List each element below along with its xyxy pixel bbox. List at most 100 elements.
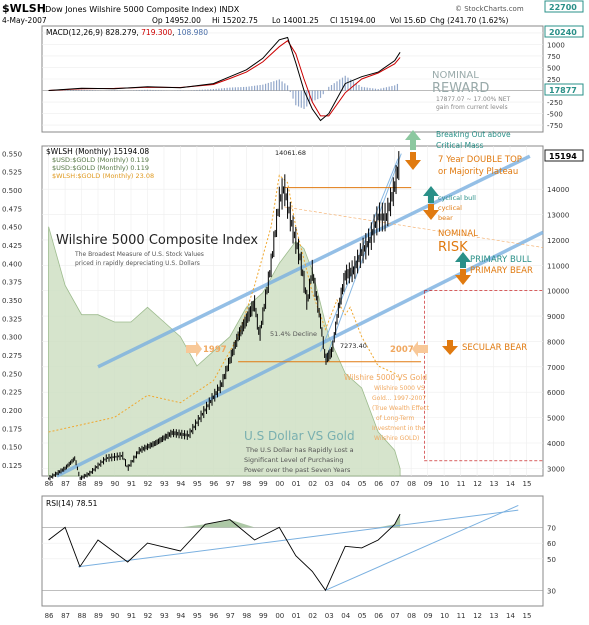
macd-tick-label: -500 (547, 111, 563, 119)
x-tick-label: 93 (160, 480, 169, 488)
arrow-up-cyclical-icon (423, 186, 439, 203)
x-tick-label-rsi: 88 (78, 612, 87, 620)
rsi-tick-label: 70 (547, 524, 556, 532)
rsi-trend-1 (78, 509, 519, 568)
x-tick-label: 95 (193, 480, 202, 488)
wlsh-gold-4: (True Wealth Effect (372, 405, 430, 412)
x-tick-label-rsi: 09 (424, 612, 433, 620)
price-tag-top-box (544, 0, 584, 13)
arrow-down-primary-icon (455, 269, 471, 285)
x-tick-label-rsi: 95 (193, 612, 202, 620)
macd-line (48, 36, 401, 122)
wlsh-gold-3: Gold... 1997-2007 (372, 395, 426, 402)
x-tick-label: 02 (308, 480, 317, 488)
legend-usd-gold-2: $USD:$GOLD (Monthly) 0.119 (52, 164, 149, 172)
x-tick-label-rsi: 01 (292, 612, 301, 620)
x-tick-label-rsi: 98 (242, 612, 251, 620)
arrow-up-breakout-icon (405, 130, 421, 150)
macd-tick-label: 500 (547, 64, 560, 72)
x-tick-label: 03 (325, 480, 334, 488)
legend-wlsh: $WLSH (Monthly) 15194.08 (46, 147, 149, 156)
arrow-up-primary-icon (455, 252, 471, 268)
left-tick-label: 0.275 (2, 352, 22, 360)
x-tick-label-rsi: 89 (94, 612, 103, 620)
x-tick-label: 06 (374, 480, 383, 488)
arrow-down-cyclical-icon (423, 204, 439, 220)
series-wlsh-gold-line (48, 174, 401, 433)
x-tick-label: 08 (407, 480, 416, 488)
x-tick-label: 14 (506, 480, 515, 488)
price-tag-reward: 20240 (549, 28, 577, 37)
x-tick-label: 88 (78, 480, 87, 488)
macd-tick-label: -750 (547, 122, 563, 130)
x-tick-label: 04 (341, 480, 350, 488)
x-tick-label: 96 (209, 480, 218, 488)
main-subtitle-2: priced in rapidly depreciating U.S. Doll… (75, 260, 200, 267)
macd-label: MACD(12,26,9) 828.279, 719.300, 108.980 (46, 28, 208, 37)
wlsh-gold-6: Investment in the (372, 425, 425, 432)
open: Op 14952.00 (152, 16, 201, 25)
left-tick-label: 0.325 (2, 315, 22, 323)
series-usd-gold-area (48, 226, 401, 477)
arrow-right-1997-icon (186, 341, 202, 357)
wlsh-gold-2: Wilshire 5000 VS (374, 385, 425, 392)
x-tick-label-rsi: 12 (473, 612, 482, 620)
x-tick-label-rsi: 94 (176, 612, 185, 620)
left-tick-label: 0.450 (2, 224, 22, 232)
arrow-left-2007-icon (412, 341, 428, 357)
price-tag-reward-box (544, 25, 584, 38)
x-tick-label: 87 (61, 480, 70, 488)
series-wlsh-bars (48, 151, 400, 481)
left-tick-label: 0.125 (2, 462, 22, 470)
usd-vs-gold-title: U.S Dollar VS Gold (244, 429, 355, 443)
x-tick-label: 10 (440, 480, 449, 488)
main-subtitle-1: The Broadest Measure of U.S. Stock Value… (74, 251, 204, 258)
x-tick-label-rsi: 08 (407, 612, 416, 620)
price-tag-current-box (544, 149, 584, 162)
x-tick-label-rsi: 93 (160, 612, 169, 620)
wlsh-gold-5: of Long-Term (376, 415, 415, 422)
x-tick-label-rsi: 92 (143, 612, 152, 620)
reward-note-2: gain from current levels (436, 104, 508, 111)
right-tick-label: 5000 (547, 415, 565, 423)
rsi-trend-2 (325, 504, 519, 591)
upper-trend-channel (97, 154, 531, 369)
primary-bull: PRIMARY BULL (470, 255, 532, 265)
x-tick-label-rsi: 90 (111, 612, 120, 620)
rsi-label: RSI(14) 78.51 (46, 499, 98, 508)
change: Chg (241.70 (1.62%) (430, 16, 508, 25)
right-tick-label: 14000 (547, 186, 569, 194)
x-tick-label-rsi: 87 (61, 612, 70, 620)
double-top-1: 7 Year DOUBLE TOP (438, 155, 522, 165)
x-tick-label-rsi: 11 (457, 612, 466, 620)
x-tick-label-rsi: 97 (226, 612, 235, 620)
series-layer (48, 36, 401, 592)
year-1997: 1997 (203, 345, 227, 355)
primary-bear: PRIMARY BEAR (470, 266, 533, 276)
x-tick-label: 98 (242, 480, 251, 488)
usd-note-1: The U.S Dollar has Rapidly Lost a (245, 446, 354, 454)
left-tick-label: 0.175 (2, 425, 22, 433)
x-tick-label: 12 (473, 480, 482, 488)
x-tick-label: 97 (226, 480, 235, 488)
arrow-down-secular-icon (442, 340, 458, 355)
x-tick-label: 01 (292, 480, 301, 488)
x-tick-label-rsi: 99 (259, 612, 268, 620)
left-tick-label: 0.375 (2, 279, 22, 287)
right-tick-label: 12000 (547, 237, 569, 245)
cyclical-bear-1: cyclical (438, 204, 462, 212)
right-tick-label: 9000 (547, 313, 565, 321)
axes-layer: 3000400050006000700080009000100001100012… (2, 30, 569, 620)
x-tick-label-rsi: 14 (506, 612, 515, 620)
x-tick-label: 86 (45, 480, 54, 488)
price-tag-target-box (544, 83, 584, 96)
right-tick-label: 7000 (547, 364, 565, 372)
x-tick-label-rsi: 13 (490, 612, 499, 620)
left-tick-label: 0.250 (2, 370, 22, 378)
x-tick-label-rsi: 05 (358, 612, 367, 620)
x-tick-label-rsi: 02 (308, 612, 317, 620)
right-tick-label: 13000 (547, 212, 569, 220)
x-tick-label: 15 (523, 480, 532, 488)
right-tick-label: 10000 (547, 288, 569, 296)
